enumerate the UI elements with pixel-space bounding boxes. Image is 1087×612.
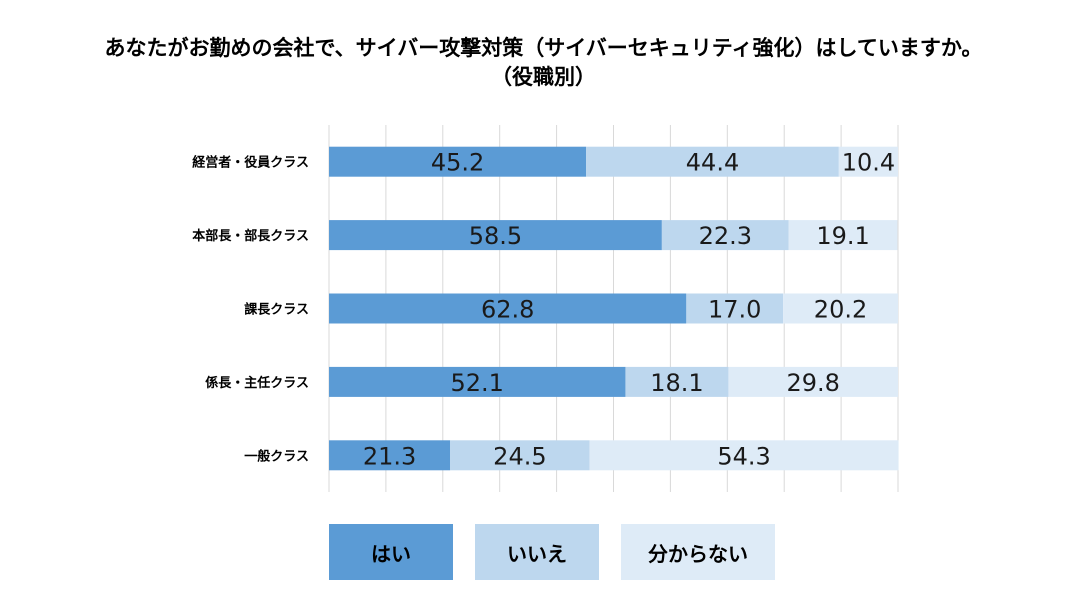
data-label: 62.8 bbox=[481, 296, 534, 324]
data-label: 17.0 bbox=[708, 296, 761, 324]
data-label: 22.3 bbox=[699, 222, 752, 250]
data-label: 54.3 bbox=[717, 442, 770, 470]
legend: はい いいえ 分からない bbox=[329, 524, 775, 580]
bar-segment-3 bbox=[783, 293, 898, 324]
data-label: 52.1 bbox=[451, 369, 504, 397]
data-label: 58.5 bbox=[469, 222, 522, 250]
bar-segment-1 bbox=[329, 366, 626, 397]
bar-segment-1 bbox=[329, 293, 687, 324]
bar-segment-1 bbox=[329, 146, 587, 177]
data-label: 44.4 bbox=[686, 149, 739, 177]
bar-segment-2 bbox=[586, 146, 839, 177]
bar-segment-3 bbox=[728, 366, 898, 397]
data-label: 18.1 bbox=[650, 369, 703, 397]
bar-segment-2 bbox=[625, 366, 729, 397]
data-label: 29.8 bbox=[787, 369, 840, 397]
bar-segment-3 bbox=[589, 440, 899, 471]
legend-item: はい bbox=[329, 524, 453, 580]
category-label: 係長・主任クラス bbox=[205, 375, 309, 391]
bar-segment-1 bbox=[329, 440, 451, 471]
category-label: 本部長・部長クラス bbox=[192, 228, 309, 244]
bar-segment-2 bbox=[686, 293, 784, 324]
data-label: 45.2 bbox=[431, 149, 484, 177]
data-label: 10.4 bbox=[842, 149, 895, 177]
data-label: 24.5 bbox=[493, 442, 546, 470]
category-label: 課長クラス bbox=[244, 302, 309, 318]
bar-segment-2 bbox=[450, 440, 590, 471]
bar-group: 45.2 44.4 10.4 58.5 22.3 19.1 62.8 17.0 20.2 52.1… bbox=[329, 146, 899, 471]
data-label: 20.2 bbox=[814, 296, 867, 324]
bar-segment-2 bbox=[661, 220, 789, 251]
data-label: 19.1 bbox=[816, 222, 869, 250]
data-label: 21.3 bbox=[363, 442, 416, 470]
legend-item: 分からない bbox=[621, 524, 775, 580]
category-label: 一般クラス bbox=[244, 448, 309, 464]
bar-segment-3 bbox=[838, 146, 898, 177]
legend-item: いいえ bbox=[475, 524, 599, 580]
bar-segment-3 bbox=[788, 220, 898, 251]
chart-title-main: あなたがお勤めの会社で、サイバー攻撃対策（サイバーセキュリティ強化）はしています… bbox=[104, 36, 983, 60]
chart-title: あなたがお勤めの会社で、サイバー攻撃対策（サイバーセキュリティ強化）はしています… bbox=[0, 34, 1087, 92]
bar-segment-1 bbox=[329, 220, 662, 251]
category-label: 経営者・役員クラス bbox=[192, 155, 309, 171]
chart-subtitle: （役職別） bbox=[491, 65, 596, 89]
